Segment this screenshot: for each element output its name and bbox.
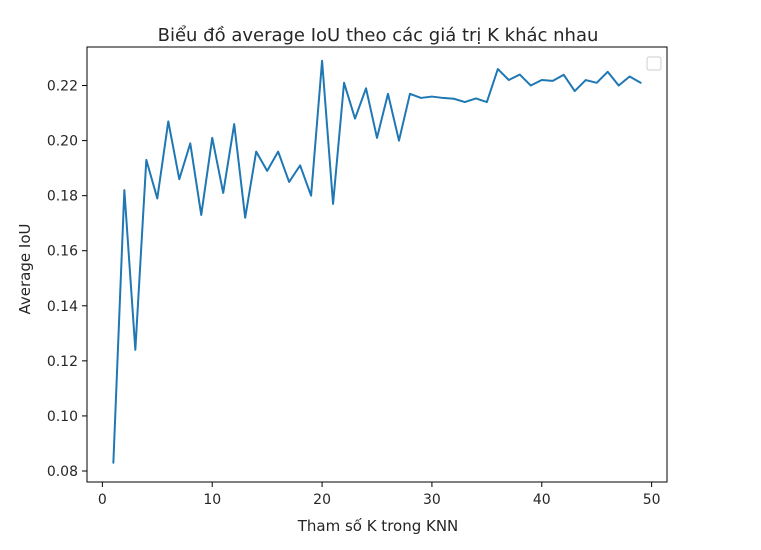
data-point [134, 349, 136, 351]
data-point [464, 101, 466, 103]
data-point [628, 75, 630, 77]
x-tick-label: 40 [533, 492, 551, 508]
y-axis-label: Average IoU [16, 224, 34, 315]
data-point [376, 137, 378, 139]
y-tick-label: 0.12 [47, 354, 78, 370]
data-point [288, 181, 290, 183]
data-point [123, 189, 125, 191]
data-point [398, 139, 400, 141]
data-point [233, 123, 235, 125]
y-tick-label: 0.18 [47, 189, 78, 205]
data-point [178, 178, 180, 180]
data-point [486, 101, 488, 103]
data-point [365, 87, 367, 89]
data-point [530, 84, 532, 86]
x-tick-label: 10 [203, 492, 221, 508]
data-point [431, 95, 433, 97]
legend-box [646, 56, 662, 71]
data-point [596, 82, 598, 84]
data-point [639, 82, 641, 84]
data-point [606, 71, 608, 73]
data-point [332, 203, 334, 205]
y-tick-label: 0.10 [47, 409, 78, 425]
data-point [167, 120, 169, 122]
data-point [189, 142, 191, 144]
data-point [508, 79, 510, 81]
data-point [299, 164, 301, 166]
axes-frame [86, 46, 668, 483]
data-point [310, 194, 312, 196]
data-point [475, 97, 477, 99]
data-point [387, 93, 389, 95]
data-point [354, 117, 356, 119]
plot-area: 0 10 20 30 40 50 0.08 0.10 0.12 0.14 0.16 0.18 0.20 0… [47, 46, 668, 508]
data-point [574, 90, 576, 92]
data-point [112, 462, 114, 464]
y-tick-label: 0.20 [47, 134, 78, 150]
data-point [519, 73, 521, 75]
data-point [156, 197, 158, 199]
data-point [343, 82, 345, 84]
data-point [222, 192, 224, 194]
data-point [409, 93, 411, 95]
data-point [617, 84, 619, 86]
data-point [420, 97, 422, 99]
y-tick-label: 0.16 [47, 244, 78, 260]
x-axis-label: Tham số K trong KNN [297, 517, 459, 535]
x-tick-label: 30 [423, 492, 441, 508]
data-point [552, 80, 554, 82]
data-point [541, 79, 543, 81]
x-tick-label: 20 [313, 492, 331, 508]
data-point [442, 97, 444, 99]
data-point [266, 170, 268, 172]
chart-title: Biểu đồ average IoU theo các giá trị K k… [158, 25, 599, 46]
x-tick-label: 0 [98, 492, 107, 508]
series-line [112, 59, 642, 464]
data-point [211, 137, 213, 139]
x-tick-label: 50 [643, 492, 661, 508]
data-point [200, 214, 202, 216]
y-tick-label: 0.22 [47, 79, 78, 95]
data-point [277, 150, 279, 152]
data-point [255, 150, 257, 152]
y-tick-label: 0.08 [47, 464, 78, 480]
data-point [244, 217, 246, 219]
data-point [585, 79, 587, 81]
data-point [497, 68, 499, 70]
data-point [453, 98, 455, 100]
data-point [563, 74, 565, 76]
data-point [145, 159, 147, 161]
y-tick-label: 0.14 [47, 299, 78, 315]
data-point [321, 60, 323, 62]
